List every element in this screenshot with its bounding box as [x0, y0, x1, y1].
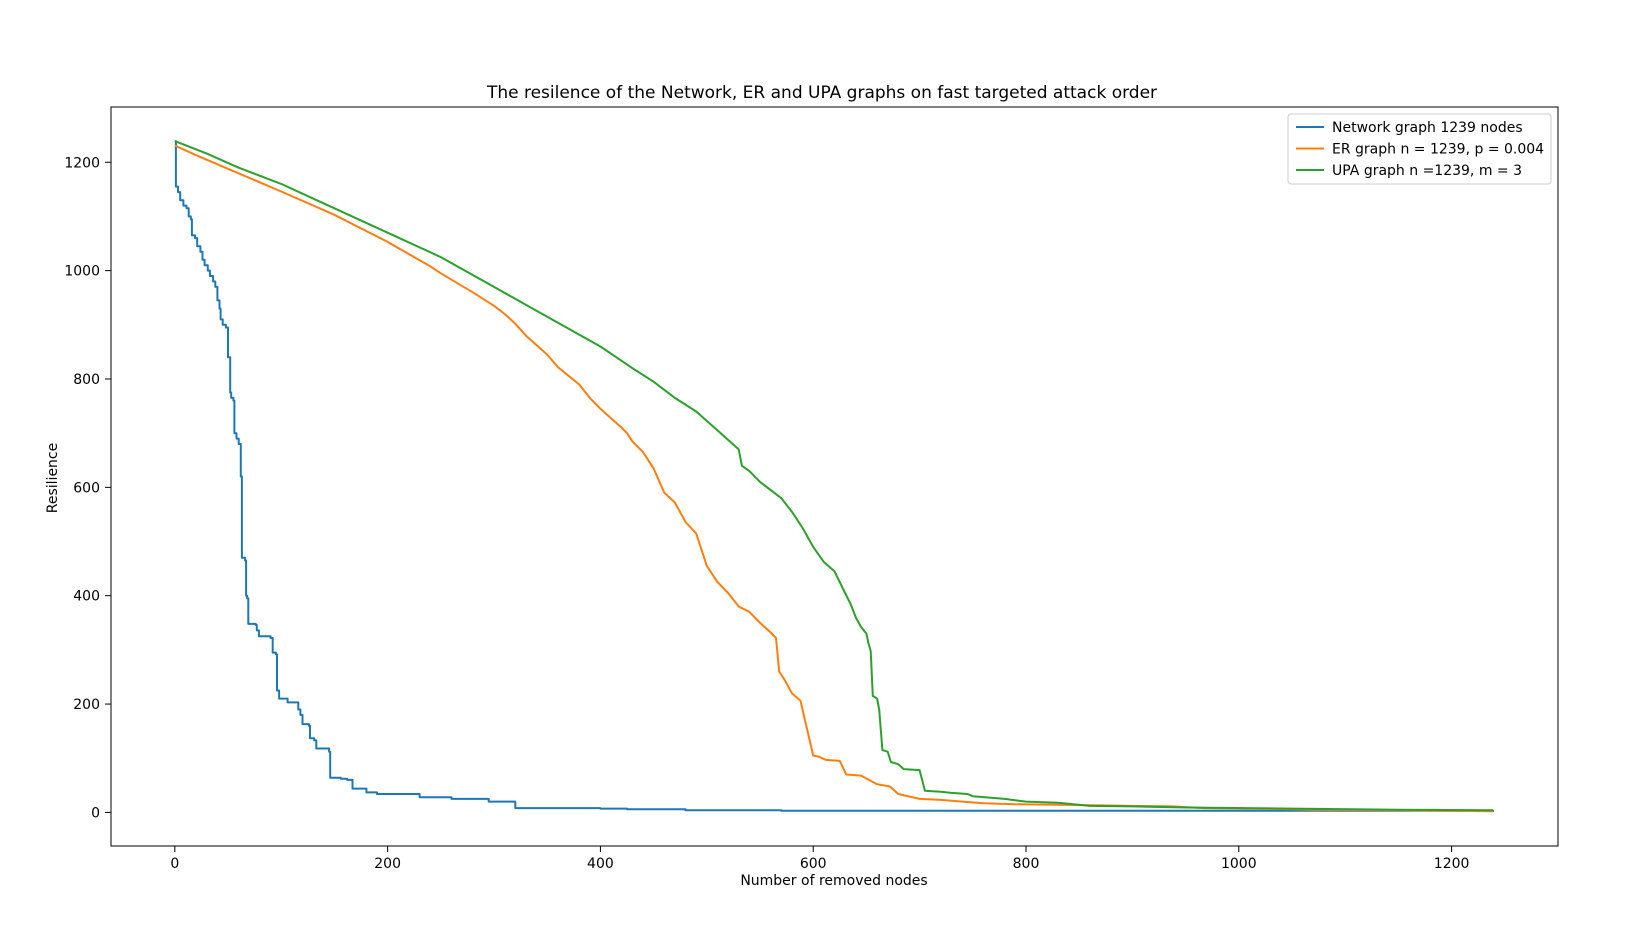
series-line-1 — [174, 144, 1494, 813]
y-tick-label: 1200 — [64, 155, 100, 171]
y-tick-label: 0 — [91, 805, 100, 821]
y-tick-label: 1000 — [64, 264, 100, 280]
x-tick-label: 1200 — [1434, 856, 1470, 872]
x-tick-label: 200 — [374, 856, 401, 872]
y-tick-label: 400 — [73, 589, 100, 605]
y-tick-label: 800 — [73, 372, 100, 388]
x-axis-label: Number of removed nodes — [740, 873, 927, 889]
x-tick-label: 0 — [170, 856, 179, 872]
legend: Network graph 1239 nodes ER graph n = 123… — [1287, 113, 1552, 185]
series-layer — [174, 140, 1495, 813]
legend-box — [1287, 113, 1552, 185]
series-line-2 — [174, 140, 1494, 812]
legend-label: Network graph 1239 nodes — [1332, 120, 1523, 136]
legend-label: ER graph n = 1239, p = 0.004 — [1332, 142, 1544, 158]
x-tick-label: 400 — [587, 856, 614, 872]
series-line-0 — [174, 140, 1495, 812]
y-tick-label: 200 — [73, 697, 100, 713]
x-tick-label: 800 — [1013, 856, 1040, 872]
x-tick-label: 1000 — [1221, 856, 1257, 872]
x-axis: 0 200 400 600 800 1000 1200 — [170, 846, 1469, 872]
chart-title: The resilence of the Network, ER and UPA… — [486, 83, 1157, 103]
y-axis: 0 200 400 600 800 1000 1200 — [64, 155, 111, 821]
x-tick-label: 600 — [800, 856, 827, 872]
y-axis-label: Resilience — [45, 443, 61, 513]
y-tick-label: 600 — [73, 480, 100, 496]
plot-frame — [110, 106, 1559, 847]
legend-label: UPA graph n =1239, m = 3 — [1332, 163, 1522, 179]
